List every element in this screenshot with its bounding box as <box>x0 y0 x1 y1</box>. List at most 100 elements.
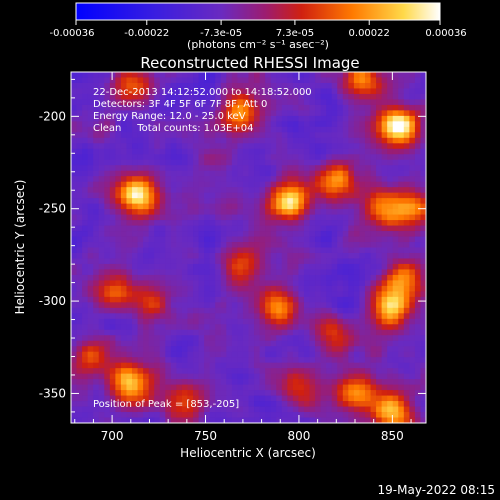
heatmap-cell <box>193 351 199 358</box>
heatmap-cell <box>98 280 105 287</box>
heatmap-cell <box>342 203 349 210</box>
heatmap-cell <box>165 313 172 320</box>
heatmap-cell <box>87 154 94 161</box>
heatmap-cell <box>320 340 327 347</box>
heatmap-cell <box>259 104 266 111</box>
heatmap-cell <box>353 263 360 270</box>
heatmap-cell <box>381 225 388 232</box>
heatmap-cell <box>93 307 100 314</box>
heatmap-cell <box>270 313 277 320</box>
heatmap-cell <box>215 77 222 84</box>
heatmap-cell <box>292 406 299 413</box>
heatmap-cell <box>254 340 260 347</box>
heatmap-cell <box>270 104 277 111</box>
heatmap-cell <box>414 296 421 303</box>
heatmap-cell <box>409 154 416 161</box>
heatmap-cell <box>193 143 199 150</box>
heatmap-cell <box>109 198 116 205</box>
heatmap-cell <box>220 143 227 150</box>
heatmap-cell <box>231 318 238 325</box>
heatmap-cell <box>82 274 89 281</box>
heatmap-cell <box>187 247 194 254</box>
heatmap-cell <box>132 258 138 265</box>
heatmap-cell <box>104 285 111 292</box>
heatmap-cell <box>209 159 216 166</box>
heatmap-cell <box>265 313 272 320</box>
heatmap-image <box>71 72 427 424</box>
heatmap-cell <box>315 368 322 375</box>
heatmap-cell <box>209 88 216 95</box>
heatmap-cell <box>370 384 377 391</box>
heatmap-cell <box>392 368 399 375</box>
heatmap-cell <box>337 258 344 265</box>
heatmap-cell <box>82 170 89 177</box>
heatmap-cell <box>143 324 150 331</box>
heatmap-cell <box>137 181 144 188</box>
heatmap-cell <box>292 390 299 396</box>
heatmap-cell <box>148 176 155 183</box>
heatmap-cell <box>209 176 216 183</box>
heatmap-cell <box>198 159 205 166</box>
heatmap-cell <box>198 148 205 155</box>
heatmap-cell <box>209 340 216 347</box>
heatmap-cell <box>409 170 416 177</box>
heatmap-cell <box>376 362 383 369</box>
heatmap-cell <box>87 384 94 391</box>
heatmap-cell <box>181 395 188 402</box>
heatmap-cell <box>364 220 371 226</box>
heatmap-cell <box>148 159 155 166</box>
heatmap-cell <box>137 154 144 161</box>
heatmap-cell <box>215 247 222 254</box>
heatmap-cell <box>76 126 83 133</box>
heatmap-cell <box>342 154 349 161</box>
heatmap-cell <box>231 115 238 122</box>
heatmap-cell <box>315 220 322 226</box>
heatmap-cell <box>132 324 138 331</box>
heatmap-cell <box>409 280 416 287</box>
heatmap-cell <box>242 132 249 139</box>
heatmap-cell <box>398 93 405 100</box>
heatmap-cell <box>176 379 183 386</box>
heatmap-cell <box>170 242 177 248</box>
heatmap-cell <box>126 291 133 298</box>
heatmap-cell <box>109 225 116 232</box>
heatmap-cell <box>376 143 383 150</box>
heatmap-cell <box>353 313 360 320</box>
heatmap-cell <box>359 99 366 106</box>
heatmap-cell <box>226 88 233 95</box>
heatmap-cell <box>143 143 150 150</box>
heatmap-cell <box>93 170 100 177</box>
heatmap-cell <box>120 335 127 342</box>
heatmap-cell <box>309 368 316 375</box>
heatmap-cell <box>337 170 344 177</box>
heatmap-cell <box>315 154 322 161</box>
heatmap-cell <box>353 280 360 287</box>
heatmap-cell <box>132 176 138 183</box>
heatmap-cell <box>76 329 83 336</box>
heatmap-cell <box>143 132 150 139</box>
heatmap-cell <box>143 220 150 226</box>
heatmap-cell <box>120 225 127 232</box>
heatmap-cell <box>137 258 144 265</box>
heatmap-cell <box>226 318 233 325</box>
heatmap-cell <box>165 181 172 188</box>
heatmap-cell <box>187 77 194 84</box>
heatmap-cell <box>381 242 388 248</box>
heatmap-cell <box>403 324 410 331</box>
heatmap-cell <box>115 115 122 122</box>
heatmap-cell <box>414 379 421 386</box>
heatmap-cell <box>287 335 294 342</box>
heatmap-cell <box>403 154 410 161</box>
heatmap-cell <box>170 231 177 237</box>
heatmap-cell <box>170 291 177 298</box>
heatmap-cell <box>181 143 188 150</box>
heatmap-cell <box>298 72 305 78</box>
heatmap-cell <box>326 247 333 254</box>
annotation-time-range: 22-Dec-2013 14:12:52.000 to 14:18:52.000 <box>93 87 312 98</box>
heatmap-cell <box>215 373 222 380</box>
heatmap-cell <box>109 236 116 243</box>
heatmap-cell <box>298 110 305 117</box>
heatmap-cell <box>387 357 394 364</box>
heatmap-cell <box>254 93 260 100</box>
heatmap-cell <box>93 313 100 320</box>
